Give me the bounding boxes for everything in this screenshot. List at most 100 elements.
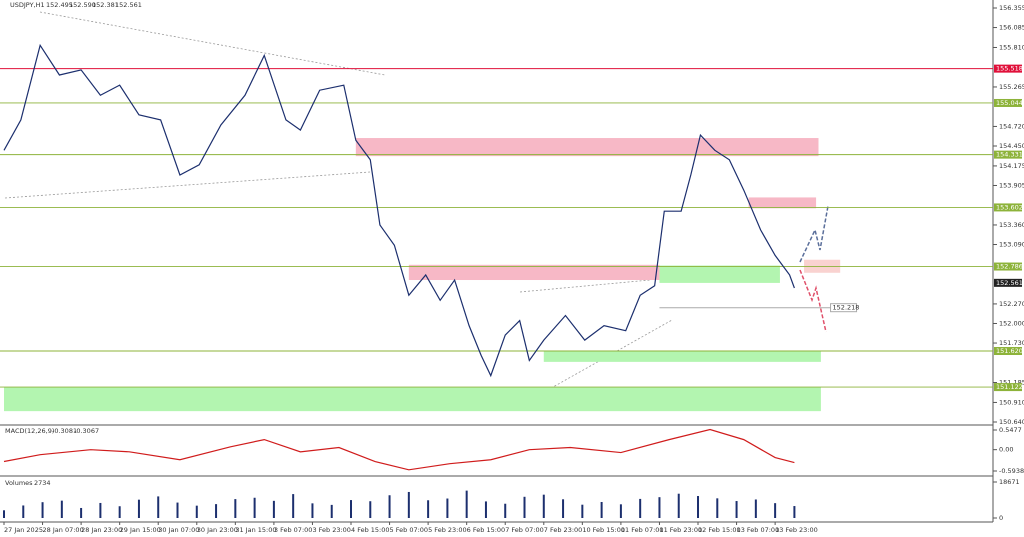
volume-bar xyxy=(735,501,738,518)
x-tick-label: 13 Feb 23:00 xyxy=(775,526,818,534)
y-tick-label: 156.085 xyxy=(999,24,1024,32)
volume-bar xyxy=(716,498,719,518)
ohlc-value: 152.590 xyxy=(69,1,96,9)
x-tick-label: 27 Jan 2025 xyxy=(4,526,43,534)
level-label-box xyxy=(994,203,1022,212)
level-label: 153.602 xyxy=(996,203,1023,211)
y-tick-label: 154.720 xyxy=(999,122,1024,130)
volume-bar xyxy=(600,501,603,518)
x-tick-label: 30 Jan 23:00 xyxy=(197,526,238,534)
y-tick-label: 151.730 xyxy=(999,339,1024,347)
projection-up xyxy=(799,205,829,263)
y-tick-label: 156.355 xyxy=(999,4,1024,12)
y-tick-label: 0.00 xyxy=(999,446,1013,454)
volume-bar xyxy=(619,504,622,518)
level-label-box xyxy=(994,64,1022,73)
target-box xyxy=(830,303,858,313)
x-tick-label: 5 Feb 07:00 xyxy=(390,526,429,534)
target-label: 152.218 xyxy=(833,304,860,312)
y-tick-label: 152.000 xyxy=(999,319,1024,327)
panel-reading: -0.3081 xyxy=(52,427,77,435)
zone xyxy=(408,264,660,281)
y-tick-label: 155.810 xyxy=(999,43,1024,51)
y-tick-label: 150.640 xyxy=(999,418,1024,426)
volume-bar xyxy=(234,499,237,518)
y-tick-label: -0.5938 xyxy=(999,467,1024,475)
volume-bar xyxy=(80,507,83,518)
volume-bar xyxy=(157,496,160,518)
volume-bar xyxy=(99,502,102,518)
x-tick-label: 28 Jan 23:00 xyxy=(81,526,122,534)
y-tick-label: 154.175 xyxy=(999,162,1024,170)
zone xyxy=(543,351,821,362)
y-tick-label: 153.360 xyxy=(999,221,1024,229)
price-line xyxy=(3,428,795,471)
y-tick-label: 0 xyxy=(999,514,1003,522)
x-tick-label: 4 Feb 15:00 xyxy=(351,526,390,534)
panel-title: MACD(12,26,9) xyxy=(5,427,54,435)
volume-bar xyxy=(427,500,430,518)
ohlc-value: 152.561 xyxy=(115,1,142,9)
x-tick-label: 28 Jan 07:00 xyxy=(43,526,84,534)
volume-bar xyxy=(523,496,526,518)
volume-bar xyxy=(253,497,256,518)
volume-bar xyxy=(41,502,44,518)
projection-down xyxy=(799,269,827,333)
x-tick-label: 7 Feb 07:00 xyxy=(505,526,544,534)
x-tick-label: 31 Jan 15:00 xyxy=(235,526,276,534)
current-price-label: 152.561 xyxy=(996,279,1023,287)
level-label-box xyxy=(994,150,1022,159)
x-tick-label: 13 Feb 07:00 xyxy=(737,526,780,534)
x-tick-label: 5 Feb 23:00 xyxy=(428,526,467,534)
volume-bar xyxy=(754,499,757,518)
volume-bar xyxy=(272,500,275,518)
volume-bar xyxy=(311,503,314,518)
y-tick-label: 153.905 xyxy=(999,181,1024,189)
volume-bar xyxy=(118,506,121,518)
y-tick-label: 150.910 xyxy=(999,398,1024,406)
level-label-box xyxy=(994,347,1022,356)
volume-bar xyxy=(195,505,198,518)
volume-bar xyxy=(465,490,468,518)
y-tick-label: 154.450 xyxy=(999,142,1024,150)
zone xyxy=(355,138,819,157)
x-tick-label: 12 Feb 15:00 xyxy=(698,526,741,534)
volume-bar xyxy=(407,491,410,518)
level-label: 151.620 xyxy=(996,347,1023,355)
x-tick-label: 11 Feb 23:00 xyxy=(659,526,702,534)
zone xyxy=(659,265,780,283)
level-label: 151.122 xyxy=(996,383,1023,391)
level-label: 152.786 xyxy=(996,263,1023,271)
y-tick-label: 18671 xyxy=(999,478,1020,486)
level-label: 154.331 xyxy=(996,151,1023,159)
volume-bar xyxy=(542,494,545,518)
volume-bar xyxy=(658,497,661,518)
level-label-box xyxy=(994,98,1022,107)
x-tick-label: 30 Jan 07:00 xyxy=(158,526,199,534)
current-price-box xyxy=(994,278,1022,287)
x-tick-label: 10 Feb 15:00 xyxy=(582,526,625,534)
ohlc-value: 152.381 xyxy=(92,1,119,9)
volume-bar xyxy=(484,501,487,518)
volume-bar xyxy=(369,501,372,518)
x-tick-label: 3 Feb 07:00 xyxy=(274,526,313,534)
x-tick-label: 3 Feb 23:00 xyxy=(312,526,351,534)
panel-title: Volumes xyxy=(5,479,33,487)
level-label: 155.518 xyxy=(996,65,1023,73)
volume-bar xyxy=(292,494,295,518)
under-layer xyxy=(4,138,841,412)
x-tick-label: 6 Feb 15:00 xyxy=(467,526,506,534)
y-tick-label: 155.265 xyxy=(999,83,1024,91)
zone xyxy=(748,197,817,209)
zone xyxy=(4,387,821,412)
volume-bar xyxy=(446,498,449,518)
volume-bar xyxy=(215,504,218,518)
x-tick-label: 7 Feb 23:00 xyxy=(544,526,583,534)
volume-bar xyxy=(581,504,584,518)
volume-bar xyxy=(3,510,5,518)
volume-bar xyxy=(639,498,642,518)
y-tick-label: 0.5477 xyxy=(999,426,1022,434)
volume-bar xyxy=(330,504,333,518)
symbol: USDJPY,H1 xyxy=(10,1,45,9)
